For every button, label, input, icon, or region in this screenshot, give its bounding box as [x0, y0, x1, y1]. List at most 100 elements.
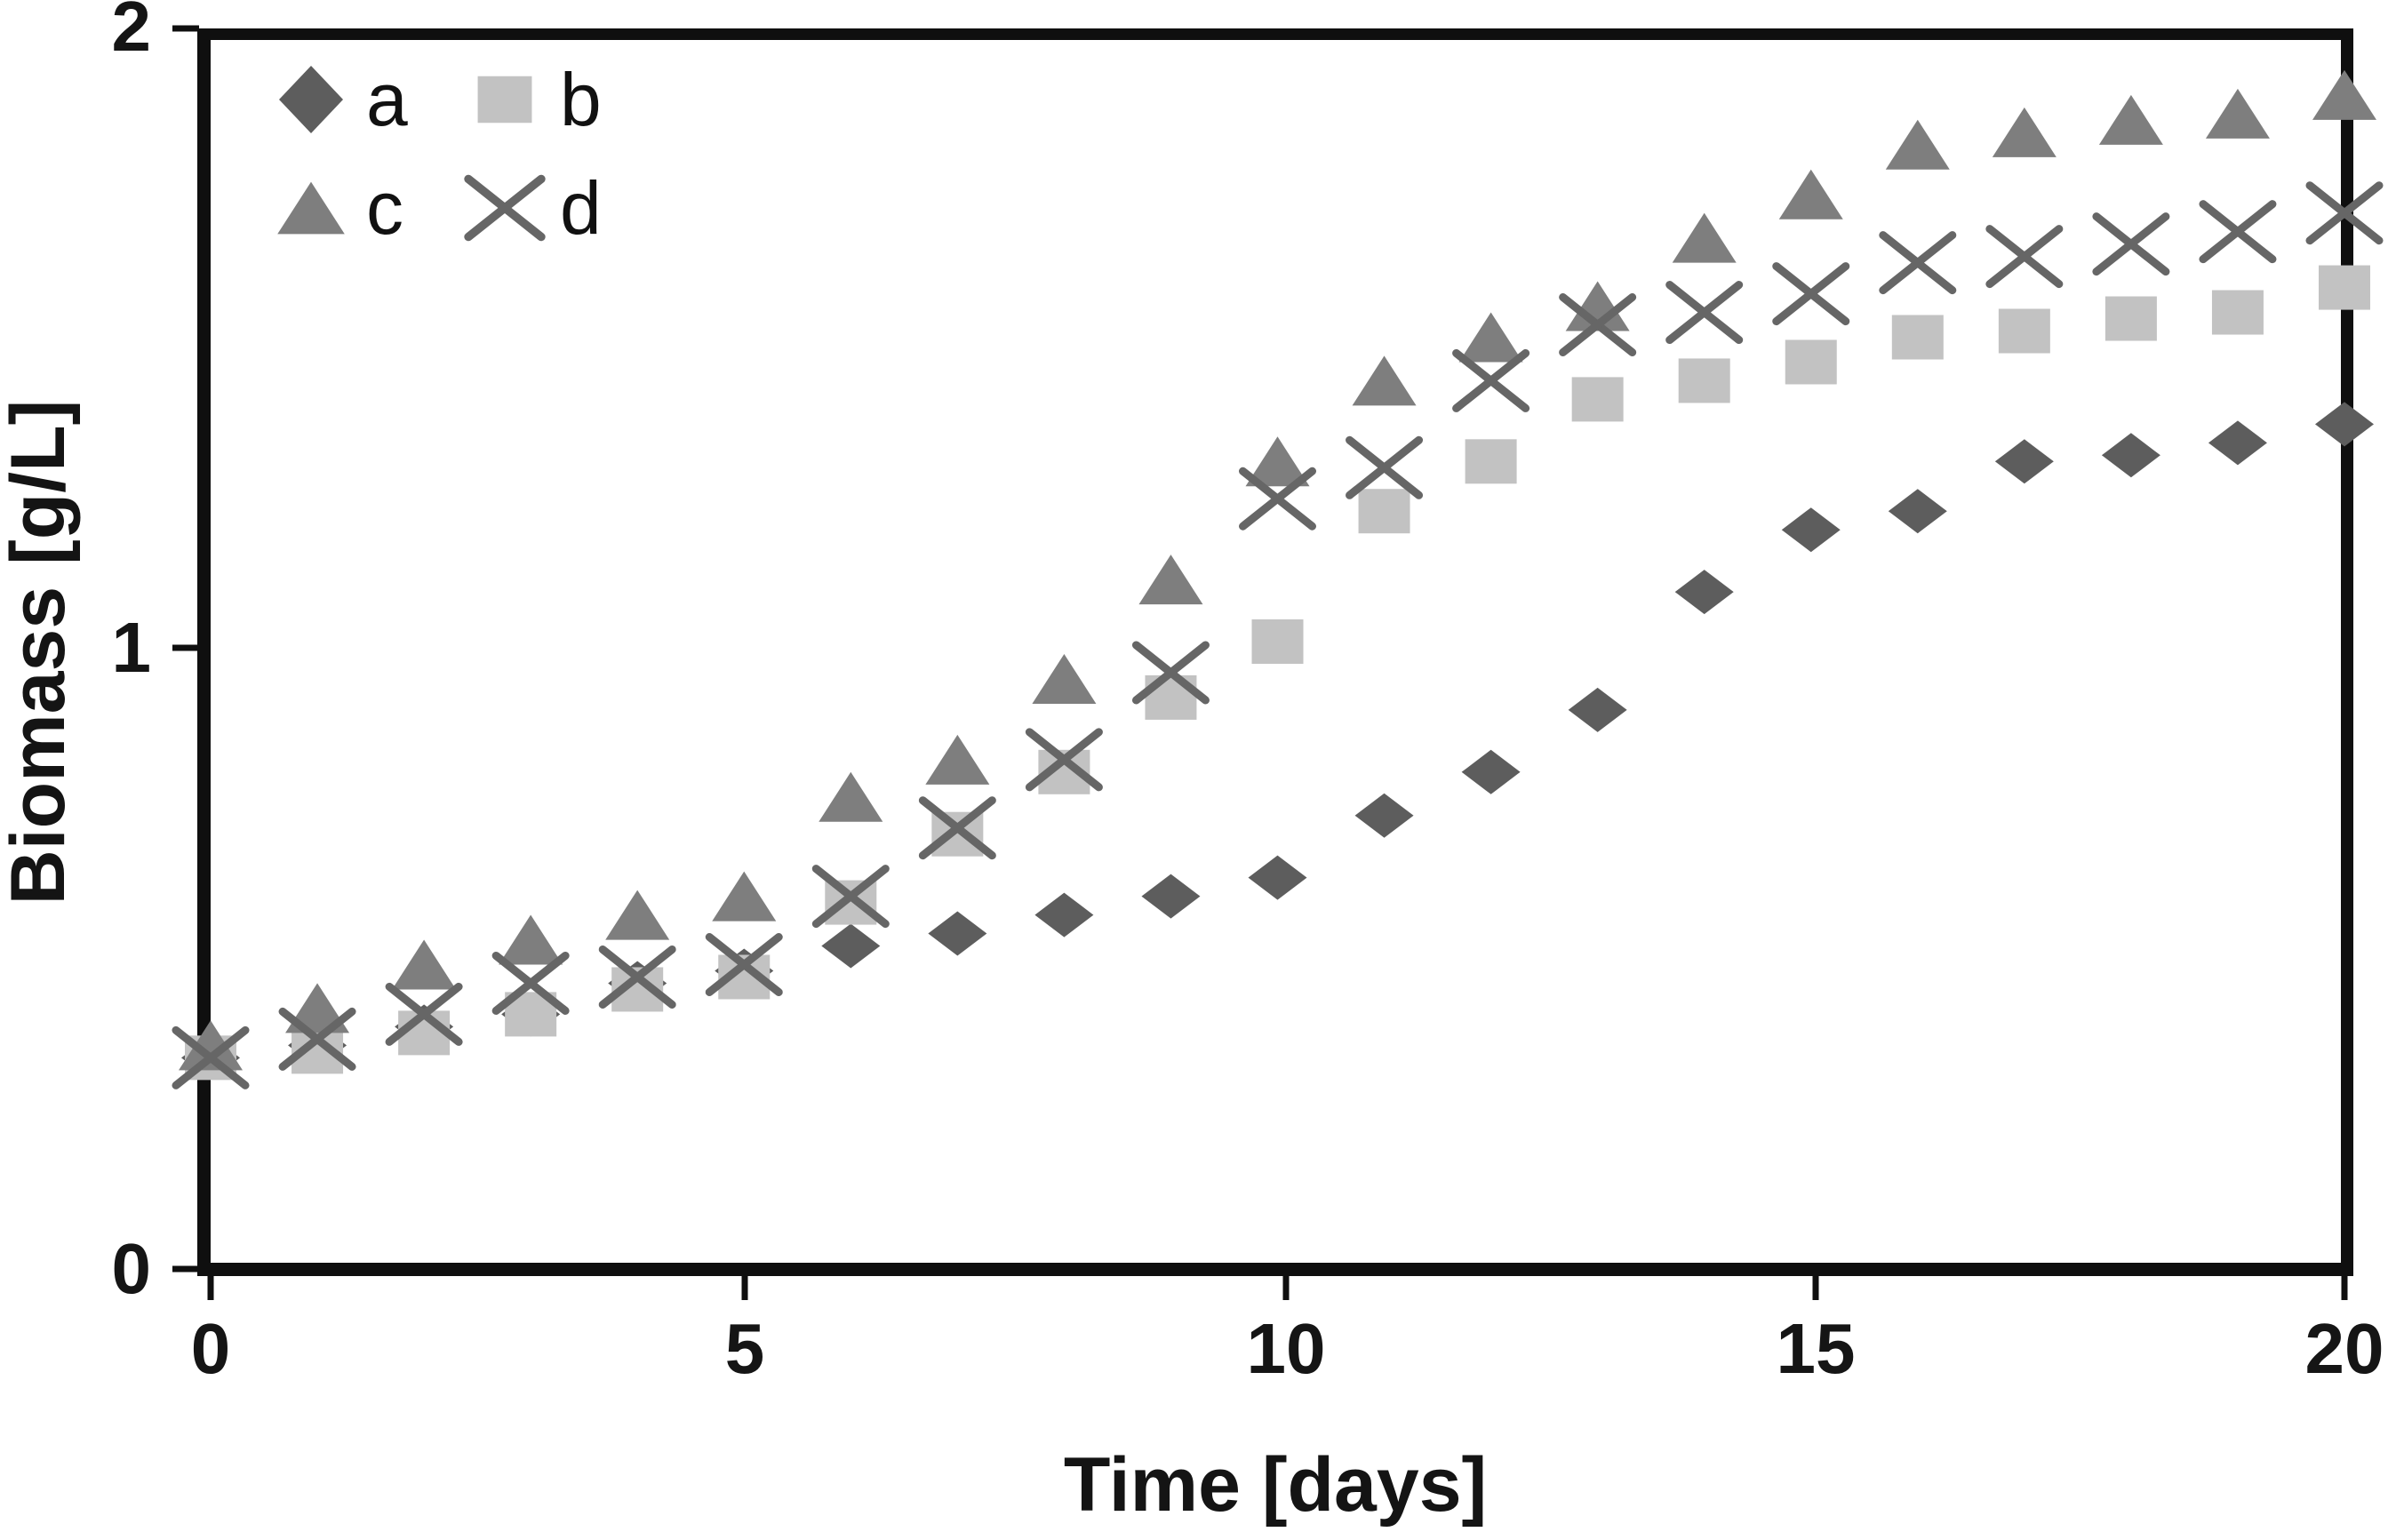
- square-marker-icon: [477, 76, 532, 124]
- d-data-point: [1346, 435, 1424, 499]
- a-data-point: [1248, 855, 1307, 900]
- x-tick-label: 10: [1246, 1309, 1326, 1388]
- legend-item-a: a: [267, 46, 408, 153]
- b-data-point: [1891, 315, 1944, 360]
- legend-item-b: b: [460, 46, 602, 153]
- x-tick-mark: [741, 1273, 748, 1300]
- legend-item-d: d: [460, 155, 602, 261]
- x-tick-label: 15: [1776, 1309, 1856, 1388]
- c-data-point: [1245, 436, 1310, 487]
- c-data-point: [925, 734, 990, 785]
- a-data-point: [1994, 439, 2054, 484]
- x-tick-mark: [2341, 1273, 2348, 1300]
- b-data-point: [1785, 339, 1837, 385]
- c-data-point: [392, 939, 457, 990]
- d-data-point: [385, 982, 463, 1046]
- y-tick-label: 2: [111, 0, 152, 66]
- b-data-point: [1465, 439, 1517, 484]
- c-data-point: [712, 871, 777, 922]
- x-tick-mark: [1812, 1273, 1819, 1300]
- d-data-point: [278, 1007, 356, 1071]
- a-data-point: [1674, 570, 1734, 615]
- d-data-point: [1559, 293, 1637, 357]
- d-data-point: [491, 951, 570, 1015]
- x-tick-label: 0: [190, 1309, 231, 1388]
- a-data-point: [1034, 892, 1094, 938]
- d-data-point: [1239, 467, 1316, 531]
- c-data-point: [2205, 88, 2270, 139]
- b-data-point: [1998, 308, 2050, 354]
- a-data-point: [2315, 402, 2374, 447]
- legend-label-d: d: [560, 166, 602, 250]
- x-tick-mark: [207, 1273, 214, 1300]
- d-data-point: [918, 796, 996, 860]
- x-tick-mark: [1282, 1273, 1290, 1300]
- d-data-point: [1131, 641, 1210, 705]
- b-data-point: [1571, 377, 1624, 422]
- x-tick-label: 5: [724, 1309, 765, 1388]
- a-data-point: [1781, 507, 1841, 553]
- c-data-point: [499, 914, 563, 965]
- d-data-point: [705, 932, 783, 996]
- b-data-point: [1678, 358, 1730, 403]
- a-data-point: [928, 911, 987, 956]
- d-data-point: [1879, 231, 1957, 295]
- a-data-point: [2208, 420, 2267, 466]
- legend-item-c: c: [267, 155, 403, 261]
- d-data-point: [2092, 212, 2170, 276]
- x-tick-label: 20: [2304, 1309, 2384, 1388]
- y-tick-label: 0: [111, 1229, 152, 1308]
- c-data-point: [179, 1020, 243, 1071]
- triangle-marker-icon: [277, 181, 345, 235]
- a-data-point: [1141, 874, 1201, 919]
- c-data-point: [1885, 119, 1950, 170]
- c-data-point: [1672, 212, 1737, 263]
- d-data-point: [598, 945, 676, 1009]
- b-data-point: [2211, 290, 2264, 335]
- c-data-point: [1138, 555, 1203, 605]
- a-data-point: [2101, 433, 2160, 478]
- a-data-point: [1568, 687, 1627, 732]
- c-data-point: [1458, 312, 1523, 363]
- y-tick-mark: [172, 25, 199, 32]
- c-data-point: [1778, 169, 1843, 219]
- c-data-point: [605, 890, 670, 940]
- c-data-point: [1032, 653, 1097, 704]
- c-data-point: [2098, 94, 2163, 145]
- x-marker-icon: [464, 174, 546, 242]
- d-data-point: [1772, 262, 1850, 326]
- c-data-point: [819, 771, 883, 822]
- c-data-point: [1992, 107, 2057, 157]
- d-data-point: [1985, 225, 2064, 289]
- legend-label-c: c: [366, 166, 403, 250]
- c-data-point: [285, 983, 350, 1033]
- d-data-point: [1025, 728, 1103, 792]
- legend: a b c d: [267, 46, 693, 268]
- d-data-point: [1665, 281, 1744, 345]
- y-tick-mark: [172, 1265, 199, 1273]
- d-data-point: [2305, 181, 2384, 245]
- diamond-marker-icon: [279, 66, 343, 133]
- a-data-point: [821, 923, 881, 969]
- b-data-point: [1251, 619, 1304, 665]
- d-data-point: [2199, 200, 2277, 264]
- a-data-point: [1461, 749, 1521, 794]
- d-data-point: [811, 865, 890, 929]
- a-data-point: [1354, 793, 1414, 838]
- d-data-point: [1452, 348, 1530, 412]
- legend-label-b: b: [560, 58, 602, 141]
- legend-label-a: a: [366, 58, 408, 141]
- b-data-point: [2104, 296, 2157, 341]
- a-data-point: [1888, 489, 1947, 534]
- c-data-point: [2312, 69, 2376, 120]
- y-tick-mark: [172, 644, 199, 651]
- c-data-point: [1565, 281, 1630, 331]
- d-data-point: [172, 1025, 250, 1089]
- b-data-point: [2319, 265, 2370, 310]
- y-tick-label: 1: [111, 608, 152, 687]
- x-axis-title: Time [days]: [1063, 1442, 1488, 1528]
- b-data-point: [1358, 489, 1410, 534]
- c-data-point: [1352, 355, 1417, 406]
